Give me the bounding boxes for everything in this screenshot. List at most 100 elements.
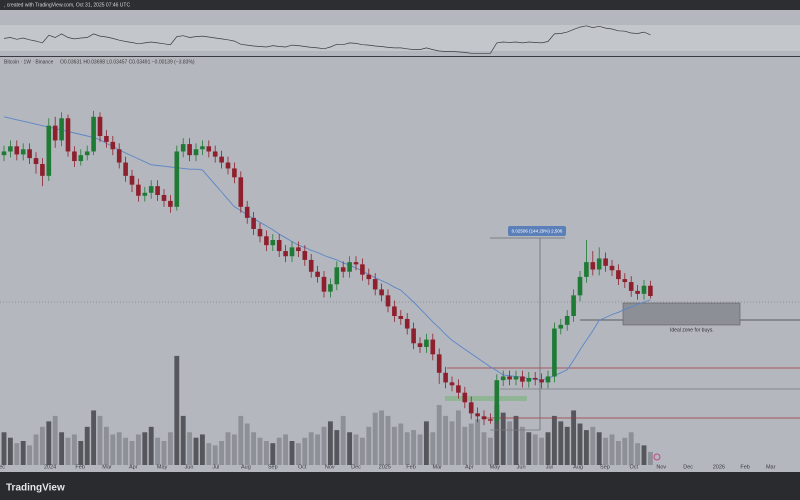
x-tick-label: Jun <box>517 464 526 470</box>
volume-bar <box>321 426 327 465</box>
candle-body <box>187 144 192 156</box>
x-tick-label: Sep <box>600 464 610 470</box>
volume-bar <box>65 437 71 465</box>
volume-bar <box>193 437 199 465</box>
logo: TradingView <box>6 483 65 494</box>
volume-bar <box>148 426 154 465</box>
volume-bar <box>174 355 180 465</box>
candle-body <box>488 419 493 421</box>
volume-bar <box>27 445 33 465</box>
candle-body <box>232 168 237 178</box>
volume-bar <box>302 437 308 465</box>
candle-body <box>443 372 448 383</box>
volume-bar <box>155 437 161 465</box>
candle-body <box>398 315 404 319</box>
candle-body <box>641 285 647 294</box>
volume-bar <box>647 451 653 465</box>
candle-body <box>334 267 340 285</box>
volume-bar <box>340 415 346 465</box>
candle-body <box>545 376 551 383</box>
candle-body <box>46 125 52 176</box>
volume-bar <box>289 441 295 465</box>
candle-body <box>142 192 148 196</box>
candle-body <box>468 402 474 414</box>
volume-bar <box>199 434 205 465</box>
volume-bar <box>628 432 634 465</box>
candle-body <box>609 265 615 271</box>
volume-bar <box>167 432 173 465</box>
candle-body <box>590 262 596 270</box>
x-tick-label: 2024 <box>44 464 56 470</box>
volume-bar <box>526 432 532 465</box>
volume-bar <box>334 430 340 465</box>
candle-body <box>276 240 282 252</box>
x-tick-label: Dec <box>351 464 361 470</box>
x-tick-label: Jun <box>185 464 194 470</box>
volume-bar <box>283 434 289 465</box>
symbol: Bitcoin · 1W · Binance <box>4 59 54 65</box>
candle-body <box>424 339 429 347</box>
candle-body <box>78 155 84 162</box>
candle-body <box>104 135 109 142</box>
candle-body <box>366 274 372 280</box>
price-pane <box>1 110 653 426</box>
candle-body <box>174 151 180 207</box>
candle-body <box>20 149 26 155</box>
measure-label: 0.02506 (144.29%) 2,506 <box>512 229 563 234</box>
volume-bar <box>603 437 609 465</box>
volume-bar <box>609 434 615 465</box>
volume-bar <box>532 434 538 465</box>
volume-bar <box>78 441 84 465</box>
candle-body <box>430 339 436 355</box>
volume-bar <box>84 426 90 465</box>
candle-body <box>244 206 250 218</box>
volume-bar <box>577 423 583 465</box>
volume-bar <box>359 437 365 465</box>
candle-body <box>449 382 455 386</box>
x-tick-label: Sep <box>268 464 278 470</box>
candle-body <box>532 377 538 380</box>
volume-bar <box>116 432 122 465</box>
x-tick-label: Feb <box>406 464 415 470</box>
volume-bar <box>500 412 506 465</box>
volume-bar <box>398 423 404 465</box>
volume-bar <box>449 421 455 465</box>
volume-bar <box>1 432 7 465</box>
source-text: , created with TradingView.com, Oct 31, … <box>4 2 130 8</box>
x-tick-label: Feb <box>75 464 84 470</box>
volume-bar <box>436 405 442 465</box>
volume-bar <box>622 437 628 465</box>
green-zone <box>445 396 527 401</box>
candle-body <box>1 151 7 156</box>
volume-bar <box>385 415 391 465</box>
candle-body <box>97 116 103 136</box>
x-tick-label: Dec <box>0 464 5 470</box>
volume-bar <box>187 432 193 465</box>
volume-bar <box>263 441 269 465</box>
x-tick-label: Dec <box>683 464 693 470</box>
candle-body <box>225 162 231 169</box>
volume-bar <box>596 432 602 465</box>
x-tick-label: Oct <box>298 464 307 470</box>
candle-body <box>635 290 640 294</box>
volume-bar <box>551 415 557 465</box>
x-tick-label: Oct <box>629 464 638 470</box>
x-tick-label: 2026 <box>713 464 725 470</box>
candle-body <box>462 392 468 403</box>
volume-bar <box>206 443 212 465</box>
candle-body <box>14 146 20 155</box>
candle-body <box>168 200 173 207</box>
candle-body <box>206 146 212 152</box>
volume-bar <box>33 434 39 465</box>
volume-bar <box>219 441 225 465</box>
volume-bar <box>443 415 449 465</box>
candle-body <box>571 295 576 316</box>
volume-pane <box>1 355 653 465</box>
candle-body <box>302 251 308 260</box>
candle-body <box>296 247 301 252</box>
volume-bar <box>539 437 545 465</box>
x-tick-label: Mar <box>766 464 776 470</box>
candle-body <box>347 262 352 272</box>
x-tick-label: Aug <box>241 464 251 470</box>
